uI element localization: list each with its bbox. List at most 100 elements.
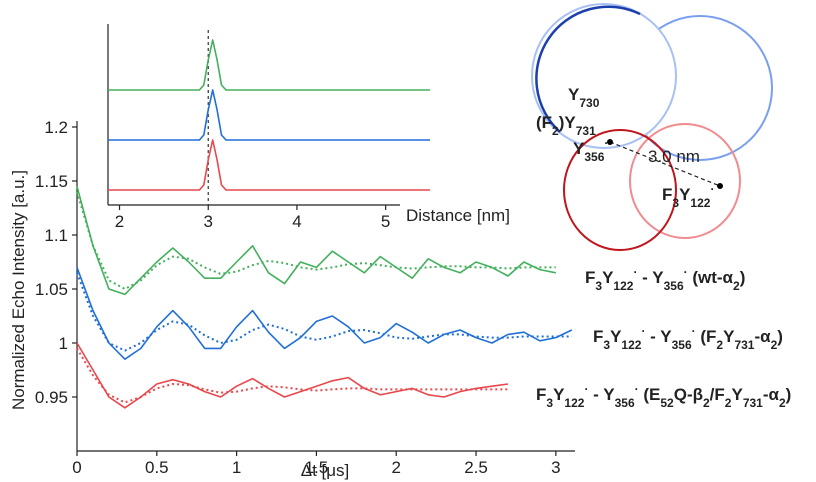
y-axis-label: Normalized Echo Intensity [a.u.] bbox=[9, 170, 28, 410]
text-part: 2 bbox=[725, 396, 732, 410]
text-part: 731 bbox=[743, 396, 763, 410]
text-part: - Y bbox=[645, 327, 672, 346]
data-line bbox=[76, 342, 509, 409]
x-tick-label: 0 bbox=[72, 458, 81, 477]
text-part: Y bbox=[553, 385, 565, 404]
text-part: Y bbox=[602, 268, 614, 287]
y-tick-label: 1 bbox=[59, 334, 68, 353]
x-tick-label: 0.5 bbox=[145, 458, 169, 477]
text-part: 2 bbox=[771, 338, 778, 352]
text-part: Y bbox=[573, 139, 585, 158]
text-part: · bbox=[633, 265, 637, 279]
circle bbox=[531, 3, 677, 149]
text-part: 2 bbox=[733, 279, 740, 293]
text-part: · bbox=[710, 182, 714, 196]
text-part: 356 bbox=[584, 150, 604, 164]
data-line bbox=[76, 186, 556, 296]
text-part: 122 bbox=[621, 338, 641, 352]
text-part: 3 bbox=[546, 396, 553, 410]
text-part: F bbox=[585, 268, 595, 287]
text-part: ) bbox=[786, 385, 792, 404]
text-part: Q-β bbox=[674, 385, 703, 404]
text-part: 730 bbox=[579, 96, 599, 110]
text-part: 2 bbox=[779, 396, 786, 410]
text-part: F bbox=[536, 385, 546, 404]
fit-line bbox=[76, 272, 572, 352]
text-part: -α bbox=[763, 385, 780, 404]
y-tick-label: 0.95 bbox=[35, 388, 68, 407]
text-part: 356 bbox=[664, 279, 684, 293]
data-line bbox=[108, 39, 430, 91]
y-tick-label: 1.15 bbox=[35, 172, 68, 191]
data-line bbox=[76, 267, 573, 360]
text-part: 3 bbox=[672, 196, 679, 210]
text-part: Y bbox=[731, 385, 743, 404]
text-part: (F bbox=[536, 113, 552, 132]
text-part: · bbox=[684, 265, 688, 279]
legend-label: F3Y122· - Y356· (wt-α2) bbox=[585, 265, 745, 293]
text-part: 122 bbox=[613, 279, 633, 293]
text-part: · bbox=[604, 136, 608, 150]
data-line bbox=[108, 139, 430, 191]
legend-label: F3Y122· - Y356· (E52Q-β2/F2Y731-α2) bbox=[536, 382, 791, 410]
text-part: )Y bbox=[559, 113, 577, 132]
x-tick-label: 2 bbox=[115, 212, 124, 231]
circle bbox=[629, 123, 741, 239]
x-axis-label: Δt [μs] bbox=[301, 461, 350, 480]
text-part: 356 bbox=[615, 396, 635, 410]
text-part: (wt-α bbox=[688, 268, 734, 287]
data-line bbox=[108, 89, 430, 141]
text-part: 2 bbox=[703, 396, 710, 410]
text-part: · bbox=[641, 324, 645, 338]
text-part: Y bbox=[723, 327, 735, 346]
text-part: 3.0 nm bbox=[648, 147, 700, 166]
x-tick-label: 1.5 bbox=[305, 458, 329, 477]
diagram-label: Y730 bbox=[568, 85, 600, 110]
text-part: Y bbox=[679, 185, 691, 204]
text-part: 122 bbox=[690, 196, 710, 210]
text-part: 731 bbox=[734, 338, 754, 352]
text-part: F bbox=[662, 185, 672, 204]
x-tick-label: 3 bbox=[204, 212, 213, 231]
text-part: · bbox=[692, 324, 696, 338]
text-part: - Y bbox=[588, 385, 615, 404]
text-part: ) bbox=[740, 268, 746, 287]
dot bbox=[607, 139, 613, 145]
text-part: - Y bbox=[637, 268, 664, 287]
text-part: 356 bbox=[672, 338, 692, 352]
text-part: Y bbox=[568, 85, 580, 104]
text-part: (F bbox=[696, 327, 717, 346]
y-tick-label: 1.2 bbox=[44, 118, 68, 137]
text-part: 3 bbox=[603, 338, 610, 352]
text-part: 122 bbox=[564, 396, 584, 410]
x-tick-label: 3 bbox=[551, 458, 560, 477]
x-tick-label: 2.5 bbox=[464, 458, 488, 477]
y-tick-label: 1.1 bbox=[44, 226, 68, 245]
text-part: · bbox=[635, 382, 639, 396]
fit-line bbox=[76, 191, 556, 290]
x-axis-label: Distance [nm] bbox=[406, 206, 510, 225]
legend-label: F3Y122· - Y356· (F2Y731-α2) bbox=[593, 324, 783, 352]
x-tick-label: 4 bbox=[292, 212, 301, 231]
y-tick-label: 1.05 bbox=[35, 280, 68, 299]
text-part: 731 bbox=[576, 124, 596, 138]
diagram-label: 3.0 nm bbox=[648, 147, 700, 166]
x-tick-label: 5 bbox=[381, 212, 390, 231]
x-tick-label: 2 bbox=[391, 458, 400, 477]
x-tick-label: 1 bbox=[232, 458, 241, 477]
arc bbox=[535, 5, 641, 133]
text-part: 3 bbox=[595, 279, 602, 293]
text-part: -α bbox=[754, 327, 771, 346]
diagram-label: Y356· bbox=[573, 136, 608, 164]
dot bbox=[717, 183, 723, 189]
diagram-shapes bbox=[531, 3, 773, 251]
diagram-label: F3Y122· bbox=[662, 182, 714, 210]
text-part: /F bbox=[710, 385, 725, 404]
text-part: 2 bbox=[716, 338, 723, 352]
fit-line bbox=[76, 347, 508, 404]
text-part: 52 bbox=[660, 396, 674, 410]
text-part: (E bbox=[639, 385, 661, 404]
text-part: 2 bbox=[552, 124, 559, 138]
text-part: F bbox=[593, 327, 603, 346]
